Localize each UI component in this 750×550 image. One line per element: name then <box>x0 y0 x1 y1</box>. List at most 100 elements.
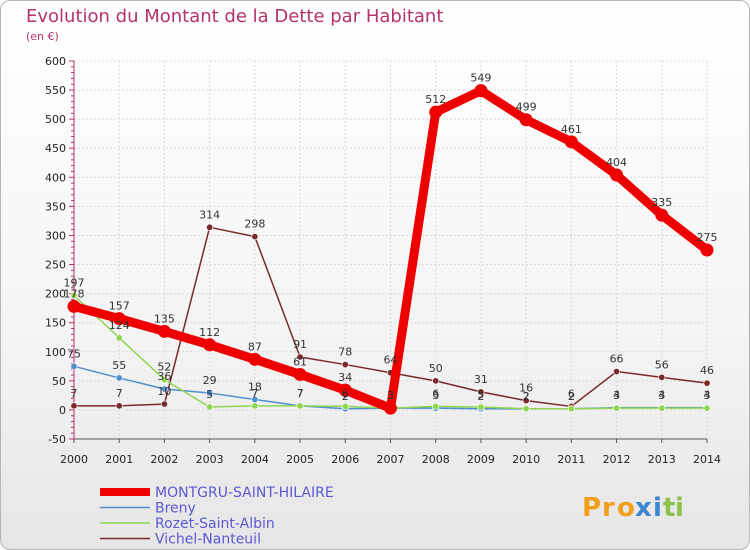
data-point-vichel-nanteuil <box>115 402 123 410</box>
data-point-montgru-saint-hilaire <box>474 84 488 98</box>
data-label: 61 <box>293 355 307 368</box>
x-tick-label: 2003 <box>196 453 224 466</box>
data-point-montgru-saint-hilaire <box>655 208 669 222</box>
data-label: 52 <box>157 361 171 374</box>
data-label: 549 <box>470 72 491 85</box>
data-label: 10 <box>157 385 171 398</box>
data-point-breny <box>70 362 78 370</box>
data-label: 7 <box>251 387 258 400</box>
logo-letter: i <box>653 493 662 523</box>
x-tick-label: 2002 <box>150 453 178 466</box>
legend-label: Rozet-Saint-Albin <box>155 516 275 532</box>
data-point-rozet-saint-albin <box>206 403 214 411</box>
legend: MONTGRU-SAINT-HILAIREBrenyRozet-Saint-Al… <box>100 485 334 548</box>
data-point-rozet-saint-albin <box>567 405 575 413</box>
data-point-vichel-nanteuil <box>160 400 168 408</box>
x-tick-label: 2001 <box>105 453 133 466</box>
data-point-montgru-saint-hilaire <box>700 243 714 257</box>
data-label: 4 <box>613 389 620 402</box>
data-point-vichel-nanteuil <box>296 353 304 361</box>
data-label: 6 <box>432 387 439 400</box>
x-tick-label: 2012 <box>603 453 631 466</box>
x-tick-label: 2009 <box>467 453 495 466</box>
data-label: 7 <box>116 387 123 400</box>
y-tick-label: 550 <box>45 84 66 97</box>
data-label: 6 <box>568 387 575 400</box>
data-point-vichel-nanteuil <box>522 397 530 405</box>
logo-letter: i <box>675 493 684 523</box>
data-point-montgru-saint-hilaire <box>384 401 397 415</box>
y-tick-label: 0 <box>59 404 66 417</box>
data-label: 335 <box>651 196 672 209</box>
x-tick-label: 2011 <box>557 453 585 466</box>
y-tick-label: 450 <box>45 142 66 155</box>
data-point-vichel-nanteuil <box>70 402 78 410</box>
data-label: 46 <box>700 364 714 377</box>
data-label: 404 <box>606 156 627 169</box>
data-label: 55 <box>112 359 126 372</box>
data-point-montgru-saint-hilaire <box>157 324 171 338</box>
series-lines <box>67 84 714 415</box>
data-point-montgru-saint-hilaire <box>338 383 352 397</box>
data-point-rozet-saint-albin <box>160 376 168 384</box>
data-point-montgru-saint-hilaire <box>293 367 307 381</box>
data-label: 112 <box>199 326 220 339</box>
data-label: 3 <box>658 389 665 402</box>
data-label: 78 <box>338 346 352 359</box>
data-label: 16 <box>519 382 533 395</box>
data-point-montgru-saint-hilaire <box>429 105 443 119</box>
data-label: 18 <box>248 380 262 393</box>
data-point-rozet-saint-albin <box>658 404 666 412</box>
data-point-rozet-saint-albin <box>115 334 123 342</box>
data-label: 3 <box>387 389 394 402</box>
data-point-vichel-nanteuil <box>341 361 349 369</box>
data-label: 2 <box>568 390 575 403</box>
data-point-montgru-saint-hilaire <box>112 312 126 326</box>
data-label: 3 <box>387 389 394 402</box>
data-label: 56 <box>655 358 669 371</box>
data-label: 2 <box>342 390 349 403</box>
data-label: 91 <box>293 338 307 351</box>
data-label: 461 <box>561 123 582 136</box>
data-point-rozet-saint-albin <box>70 291 78 299</box>
chart-title: Evolution du Montant de la Dette par Hab… <box>26 6 443 27</box>
data-label: 298 <box>244 218 265 231</box>
data-label: 499 <box>516 101 537 114</box>
data-label: 7 <box>71 387 78 400</box>
data-label: 4 <box>704 389 711 402</box>
x-tick-label: 2010 <box>512 453 540 466</box>
y-tick-label: 250 <box>45 259 66 272</box>
data-label: 50 <box>429 362 443 375</box>
data-label: 2 <box>477 390 484 403</box>
y-tick-label: 350 <box>45 200 66 213</box>
data-point-vichel-nanteuil <box>703 379 711 387</box>
data-label: 29 <box>203 374 217 387</box>
data-label: 2 <box>523 390 530 403</box>
legend-label: Breny <box>155 501 196 517</box>
data-point-breny <box>115 374 123 382</box>
x-tick-label: 2006 <box>331 453 359 466</box>
data-point-rozet-saint-albin <box>251 402 259 410</box>
logo-letter: x <box>635 493 652 523</box>
axes: -500501001502002503003504004505005506002… <box>45 55 721 466</box>
data-label: 31 <box>474 373 488 386</box>
data-point-montgru-saint-hilaire <box>610 168 624 182</box>
x-tick-label: 2008 <box>422 453 450 466</box>
data-label: 3 <box>432 389 439 402</box>
data-label: 178 <box>64 287 85 300</box>
y-tick-label: 300 <box>45 229 66 242</box>
data-label: 64 <box>384 354 398 367</box>
data-label: 135 <box>154 312 175 325</box>
logo-letter: t <box>663 493 675 523</box>
y-tick-label: 50 <box>52 375 66 388</box>
data-point-montgru-saint-hilaire <box>519 113 533 127</box>
data-label: 275 <box>697 231 718 244</box>
data-point-vichel-nanteuil <box>477 388 485 396</box>
data-point-montgru-saint-hilaire <box>67 299 81 313</box>
data-point-breny <box>160 385 168 393</box>
legend-label: MONTGRU-SAINT-HILAIRE <box>155 485 334 501</box>
logo-letter: P <box>582 493 601 523</box>
y-tick-label: 600 <box>45 55 66 68</box>
